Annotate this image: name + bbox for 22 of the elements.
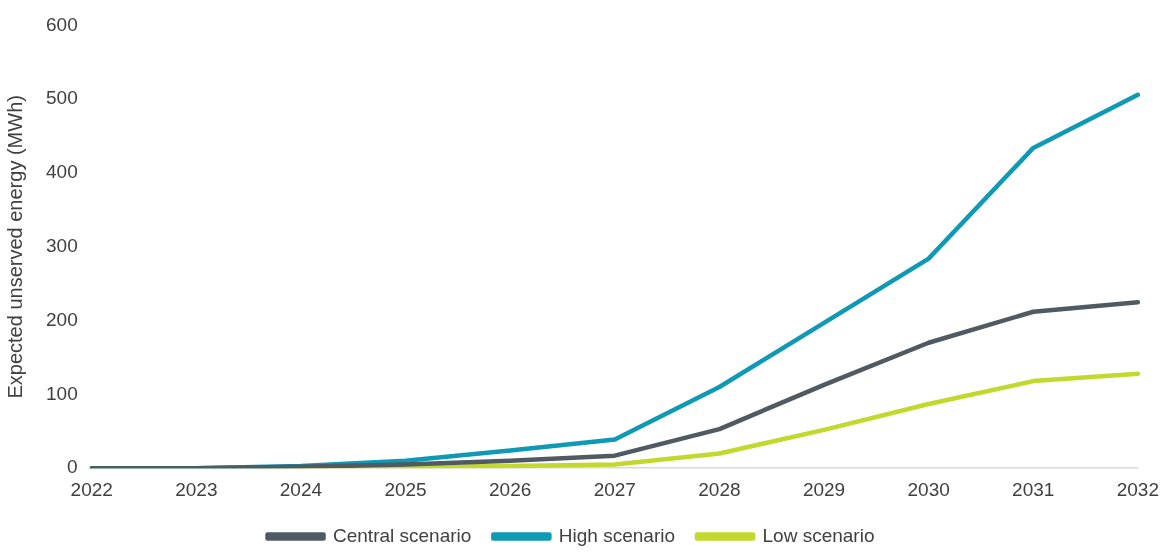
y-axis-title: Expected unserved energy (MWh) <box>3 95 26 399</box>
y-tick-label: 400 <box>46 161 78 183</box>
x-tick-label: 2024 <box>279 478 323 500</box>
x-tick-label: 2023 <box>175 478 218 500</box>
y-tick-label: 500 <box>46 87 78 109</box>
x-tick-label: 2022 <box>70 478 113 500</box>
x-tick-label: 2027 <box>593 478 636 500</box>
legend-label: Central scenario <box>333 524 472 546</box>
legend-label: Low scenario <box>762 524 875 546</box>
x-tick-label: 2031 <box>1012 478 1055 500</box>
y-tick-label: 300 <box>46 235 78 257</box>
legend-label: High scenario <box>558 524 676 546</box>
x-tick-label: 2030 <box>907 478 950 500</box>
x-tick-label: 2028 <box>698 478 741 500</box>
y-tick-label: 0 <box>67 456 78 478</box>
y-tick-label: 200 <box>46 308 78 330</box>
x-tick-label: 2029 <box>802 478 846 500</box>
x-tick-label: 2032 <box>1116 478 1160 500</box>
y-tick-label: 100 <box>46 382 78 404</box>
y-tick-label: 600 <box>46 13 78 35</box>
x-tick-label: 2026 <box>489 478 532 500</box>
x-tick-label: 2025 <box>384 478 427 500</box>
